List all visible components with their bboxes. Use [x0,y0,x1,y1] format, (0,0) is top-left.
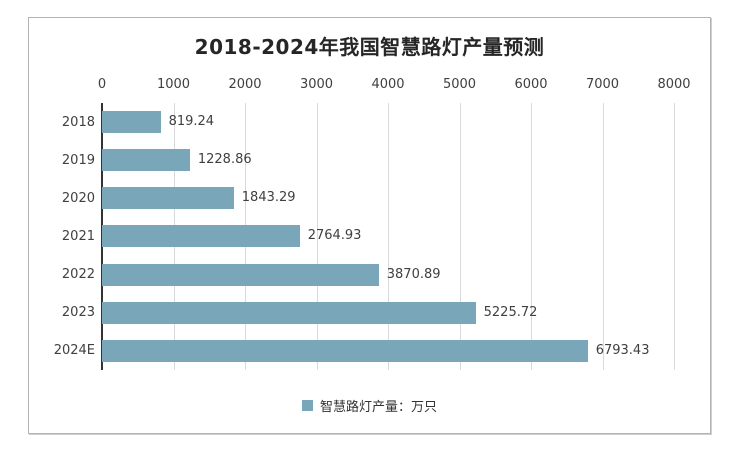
x-tick-label: 8000 [657,77,691,92]
gridline [674,103,675,370]
bar-row: 5225.72 [102,294,674,332]
category-label: 2021 [61,228,95,244]
gridline [531,103,532,370]
bar-value-label: 3870.89 [386,266,441,282]
bar-row: 1228.86 [102,141,674,179]
bar [102,111,161,134]
x-tick-label: 6000 [514,77,548,92]
bar-row: 2764.93 [102,217,674,255]
bar [102,225,300,248]
bar [102,149,190,172]
bar-value-label: 2764.93 [307,228,362,244]
bar [102,339,588,362]
category-label: 2022 [61,267,95,283]
bar [102,187,234,210]
chart-frame: 2018-2024年我国智慧路灯产量预测 0 1000 2000 3000 4000 50… [28,17,711,434]
bar-value-label: 5225.72 [483,304,538,320]
category-label: 2024E [53,343,95,359]
category-label: 2020 [61,190,95,206]
bar-value-label: 819.24 [168,114,215,130]
gridline [316,103,318,370]
x-tick-label: 7000 [585,77,620,92]
x-axis: 0 1000 2000 3000 4000 5000 6000 7000 8000 [98,77,691,93]
category-label: 2019 [61,152,95,168]
x-tick-label: 3000 [299,77,334,92]
bar-row: 819.24 [102,103,674,141]
x-tick-label: 5000 [442,77,477,92]
category-label: 2023 [61,305,95,321]
gridline [602,103,604,370]
gridline [388,103,389,370]
plot-area: 819.24 1228.86 1843.29 2764.93 3870.89 5225.7… [101,103,675,370]
bar [102,263,379,286]
legend-square-icon [301,400,313,411]
bar-row: 3870.89 [102,256,674,294]
x-tick-label: 1000 [156,77,191,92]
gridline [459,103,461,370]
chart-title: 2018-2024年我国智慧路灯产量预测 [194,35,545,59]
x-tick-label: 4000 [371,77,405,92]
bar-row: 6793.43 [102,332,674,370]
bar-value-label: 1843.29 [241,190,296,206]
bar-value-label: 1228.86 [197,152,252,168]
bar-value-label: 6793.43 [595,342,650,358]
category-axis: 2018 2019 2020 2021 2022 2023 2024E [29,103,95,370]
x-tick-label: 2000 [228,77,262,92]
x-tick-label: 0 [97,77,107,92]
bar-row: 1843.29 [102,179,674,217]
legend: 智慧路灯产量：万只 [29,396,710,415]
category-label: 2018 [61,114,95,130]
bar [102,301,476,324]
legend-label: 智慧路灯产量：万只 [319,400,437,415]
